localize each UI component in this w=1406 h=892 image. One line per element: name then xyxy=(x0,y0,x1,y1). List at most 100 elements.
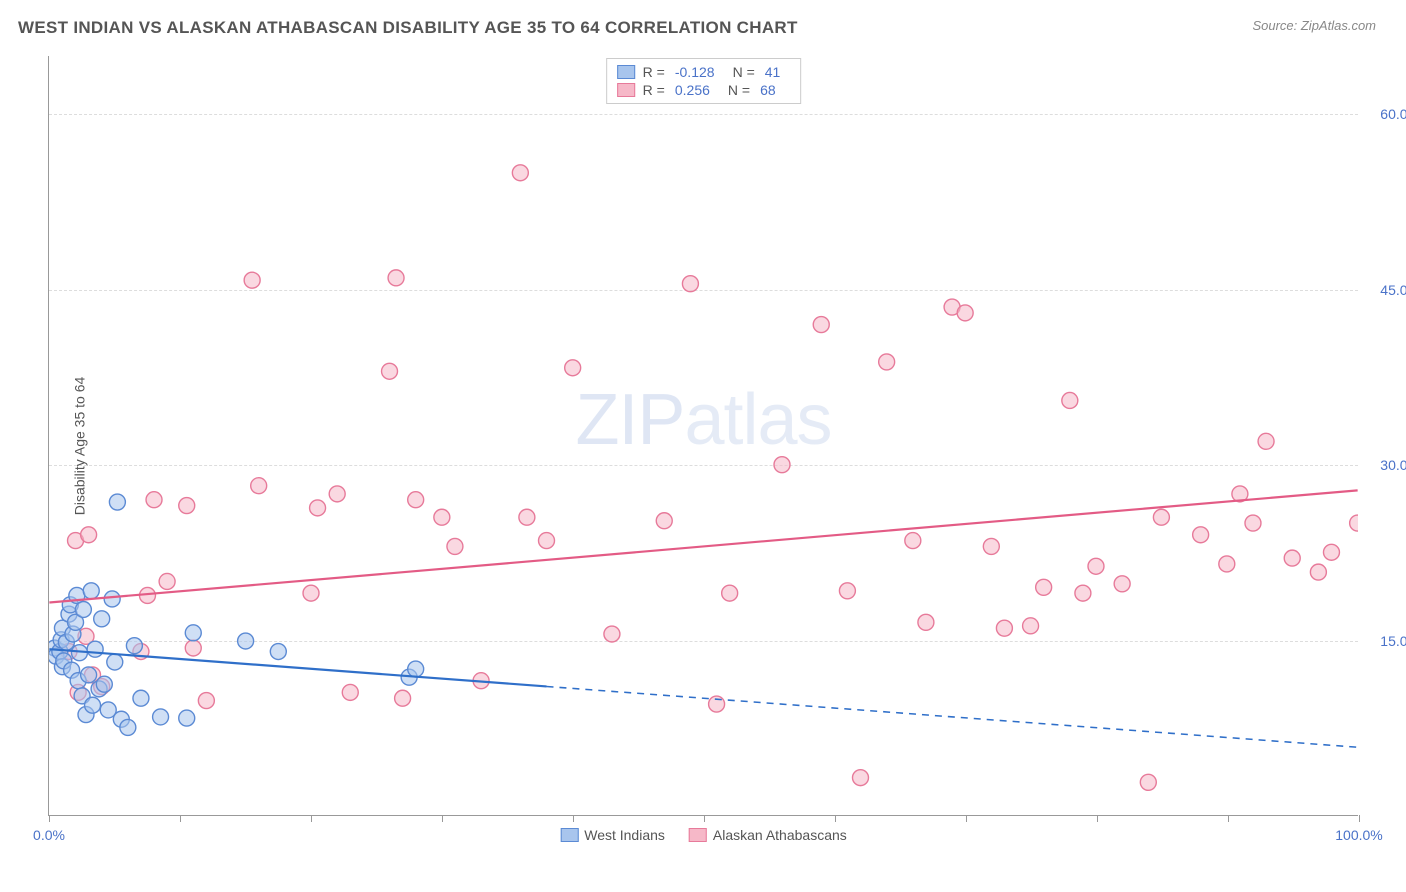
scatter-point xyxy=(1153,509,1169,525)
scatter-point xyxy=(473,673,489,689)
chart-title: WEST INDIAN VS ALASKAN ATHABASCAN DISABI… xyxy=(18,18,798,38)
x-tick xyxy=(49,815,50,822)
x-tick xyxy=(442,815,443,822)
scatter-point xyxy=(709,696,725,712)
legend-item: Alaskan Athabascans xyxy=(689,827,847,843)
scatter-point xyxy=(303,585,319,601)
scatter-point xyxy=(139,587,155,603)
scatter-point xyxy=(1219,556,1235,572)
scatter-point xyxy=(49,648,64,664)
scatter-point xyxy=(1114,576,1130,592)
scatter-point xyxy=(52,644,68,660)
scatter-point xyxy=(54,620,70,636)
scatter-point xyxy=(1258,433,1274,449)
scatter-point xyxy=(94,611,110,627)
series-legend: West Indians Alaskan Athabascans xyxy=(560,827,847,843)
legend-stat-row: R = -0.128N = 41 xyxy=(617,63,791,81)
gridline xyxy=(49,465,1358,466)
scatter-point xyxy=(56,653,72,669)
scatter-point xyxy=(185,640,201,656)
scatter-point xyxy=(133,690,149,706)
scatter-point xyxy=(1284,550,1300,566)
scatter-point xyxy=(153,709,169,725)
x-tick xyxy=(1228,815,1229,822)
scatter-point xyxy=(918,614,934,630)
scatter-point xyxy=(1245,515,1261,531)
scatter-point xyxy=(310,500,326,516)
x-tick xyxy=(1097,815,1098,822)
scatter-point xyxy=(957,305,973,321)
scatter-point xyxy=(839,583,855,599)
y-tick-label: 45.0% xyxy=(1364,282,1406,298)
source-label: Source: ZipAtlas.com xyxy=(1252,18,1376,33)
scatter-point xyxy=(113,711,129,727)
scatter-point xyxy=(96,676,112,692)
scatter-point xyxy=(68,533,84,549)
scatter-point xyxy=(179,710,195,726)
scatter-point xyxy=(1140,774,1156,790)
y-tick-label: 15.0% xyxy=(1364,633,1406,649)
scatter-point xyxy=(78,628,94,644)
scatter-point xyxy=(329,486,345,502)
scatter-point xyxy=(61,644,77,660)
scatter-point xyxy=(198,693,214,709)
scatter-point xyxy=(408,661,424,677)
scatter-point xyxy=(133,644,149,660)
scatter-point xyxy=(70,684,86,700)
scatter-point xyxy=(565,360,581,376)
scatter-point xyxy=(251,478,267,494)
scatter-point xyxy=(68,614,84,630)
scatter-point xyxy=(512,165,528,181)
y-tick-label: 30.0% xyxy=(1364,457,1406,473)
scatter-point xyxy=(71,645,87,661)
scatter-point xyxy=(64,662,80,678)
scatter-point xyxy=(813,317,829,333)
legend-swatch xyxy=(689,828,707,842)
x-tick xyxy=(573,815,574,822)
scatter-point xyxy=(85,697,101,713)
legend-swatch xyxy=(617,83,635,97)
scatter-point xyxy=(109,494,125,510)
scatter-point xyxy=(1232,486,1248,502)
scatter-point xyxy=(604,626,620,642)
scatter-point xyxy=(69,587,85,603)
scatter-point xyxy=(408,492,424,508)
scatter-point xyxy=(70,673,86,689)
scatter-svg xyxy=(49,56,1358,815)
scatter-point xyxy=(905,533,921,549)
x-tick xyxy=(704,815,705,822)
scatter-point xyxy=(1023,618,1039,634)
scatter-point xyxy=(120,719,136,735)
scatter-point xyxy=(91,681,107,697)
legend-label: Alaskan Athabascans xyxy=(713,827,847,843)
scatter-point xyxy=(1350,515,1358,531)
scatter-point xyxy=(81,667,97,683)
trend-line-extrapolated xyxy=(547,686,1358,747)
x-tick-label: 0.0% xyxy=(33,827,65,843)
scatter-point xyxy=(104,591,120,607)
scatter-point xyxy=(388,270,404,286)
gridline xyxy=(49,114,1358,115)
scatter-point xyxy=(447,538,463,554)
scatter-point xyxy=(983,538,999,554)
scatter-point xyxy=(78,707,94,723)
x-tick xyxy=(311,815,312,822)
scatter-point xyxy=(62,597,78,613)
scatter-point xyxy=(270,644,286,660)
scatter-point xyxy=(83,583,99,599)
scatter-point xyxy=(1036,579,1052,595)
scatter-point xyxy=(146,492,162,508)
scatter-point xyxy=(100,702,116,718)
chart-plot-area: ZIPatlas R = -0.128N = 41R = 0.256N = 68… xyxy=(48,56,1358,816)
scatter-point xyxy=(1088,558,1104,574)
scatter-point xyxy=(879,354,895,370)
scatter-point xyxy=(401,669,417,685)
x-tick xyxy=(835,815,836,822)
scatter-point xyxy=(944,299,960,315)
x-tick xyxy=(180,815,181,822)
legend-label: West Indians xyxy=(584,827,665,843)
trend-line xyxy=(49,490,1357,602)
scatter-point xyxy=(75,601,91,617)
scatter-point xyxy=(722,585,738,601)
scatter-point xyxy=(159,573,175,589)
